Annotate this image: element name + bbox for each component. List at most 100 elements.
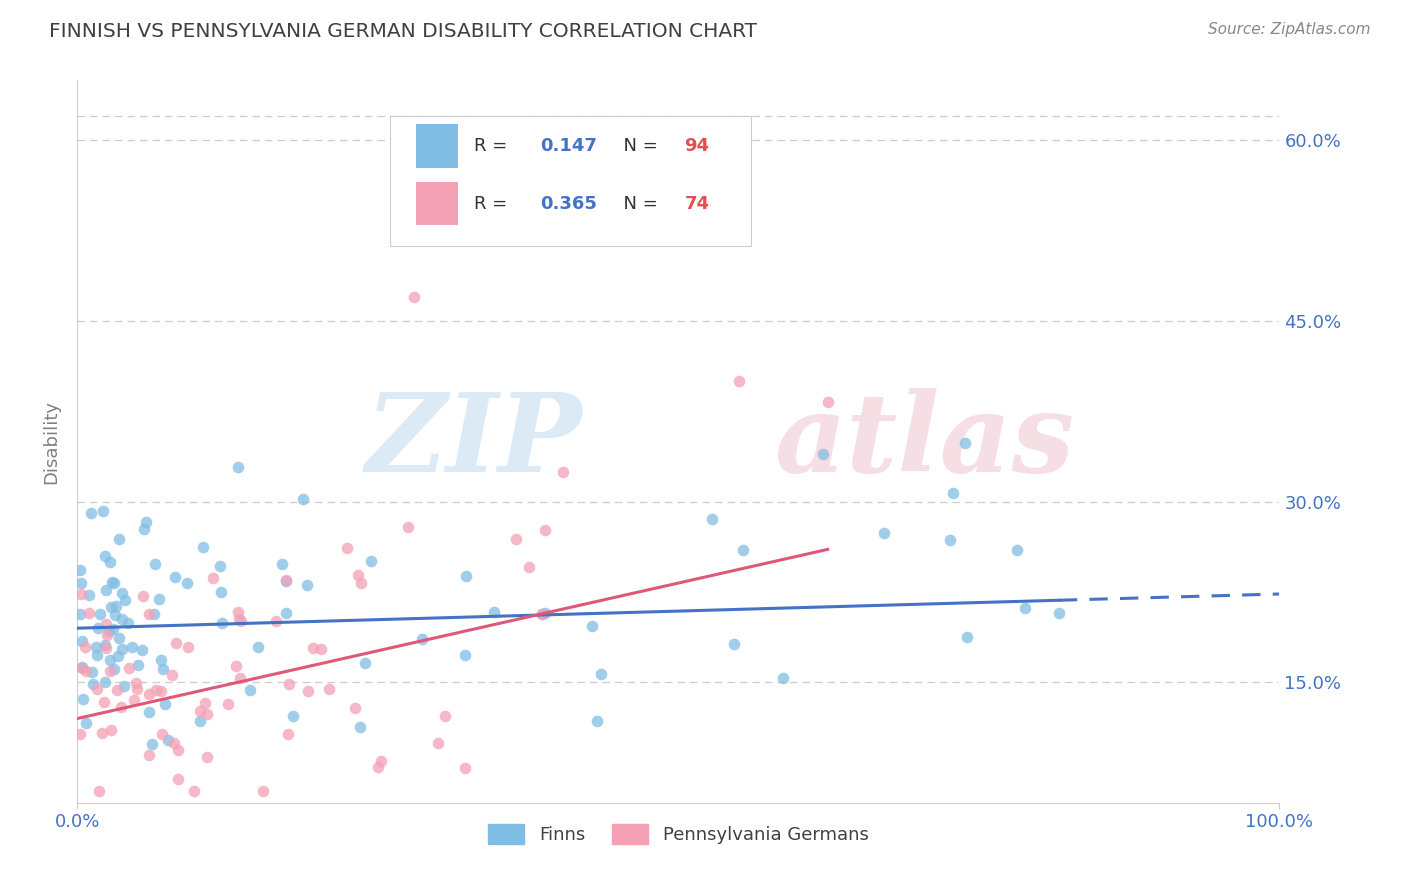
Point xyxy=(138,705,160,719)
Point xyxy=(114,593,136,607)
Point xyxy=(336,541,359,556)
Point xyxy=(86,648,108,663)
Point xyxy=(197,749,219,764)
Point xyxy=(402,290,425,304)
Text: Source: ZipAtlas.com: Source: ZipAtlas.com xyxy=(1208,22,1371,37)
Point xyxy=(176,576,198,591)
Point xyxy=(162,735,184,749)
Point xyxy=(98,664,121,678)
Text: 74: 74 xyxy=(685,194,710,212)
Point xyxy=(152,662,174,676)
Point xyxy=(183,784,205,798)
Point xyxy=(211,585,233,599)
Point xyxy=(89,607,111,622)
Point xyxy=(149,684,172,698)
Point xyxy=(127,657,149,672)
Text: R =: R = xyxy=(474,194,513,212)
Point xyxy=(131,642,153,657)
Point xyxy=(94,616,117,631)
Legend: Finns, Pennsylvania Germans: Finns, Pennsylvania Germans xyxy=(481,817,876,852)
Point xyxy=(117,616,139,631)
Text: 0.365: 0.365 xyxy=(540,194,598,212)
Point xyxy=(246,640,269,654)
Point xyxy=(581,619,603,633)
FancyBboxPatch shape xyxy=(416,182,458,226)
Point xyxy=(148,591,170,606)
Point xyxy=(188,704,211,718)
Point xyxy=(225,659,247,673)
Point xyxy=(72,692,94,706)
Point xyxy=(167,772,190,787)
Point xyxy=(94,675,117,690)
Point xyxy=(165,570,187,584)
Point xyxy=(411,632,433,647)
Point xyxy=(396,520,419,534)
Point xyxy=(941,486,963,500)
Point xyxy=(138,747,160,762)
Point xyxy=(149,653,172,667)
Point xyxy=(811,446,834,460)
Point xyxy=(125,676,148,690)
Text: R =: R = xyxy=(474,136,513,155)
Text: 94: 94 xyxy=(685,136,710,155)
Point xyxy=(349,720,371,734)
Point xyxy=(252,784,274,798)
Point xyxy=(586,714,609,728)
Point xyxy=(343,701,366,715)
Point xyxy=(110,700,132,714)
Point xyxy=(295,577,318,591)
Point xyxy=(122,693,145,707)
Point xyxy=(731,543,754,558)
Point xyxy=(177,640,200,655)
Point xyxy=(101,575,124,590)
Point xyxy=(98,653,121,667)
Point xyxy=(505,532,527,546)
Point xyxy=(370,754,392,768)
Point xyxy=(297,683,319,698)
Point xyxy=(79,588,101,602)
Point xyxy=(75,640,97,654)
Point xyxy=(956,630,979,644)
Point xyxy=(482,605,505,619)
Point xyxy=(69,564,91,578)
Point xyxy=(817,395,839,409)
Point xyxy=(194,696,217,710)
Point xyxy=(70,576,93,591)
Point xyxy=(157,732,180,747)
Text: N =: N = xyxy=(612,194,664,212)
Point xyxy=(155,697,177,711)
Point xyxy=(103,576,125,591)
Point xyxy=(318,681,340,696)
Point xyxy=(108,632,131,646)
Point xyxy=(531,607,554,622)
Point xyxy=(311,641,333,656)
Point xyxy=(463,218,485,232)
Point xyxy=(190,714,212,729)
Point xyxy=(70,633,93,648)
Point xyxy=(217,697,239,711)
Point xyxy=(138,687,160,701)
Point xyxy=(77,607,100,621)
Point xyxy=(152,727,174,741)
Point xyxy=(143,557,166,571)
Point xyxy=(107,648,129,663)
Point xyxy=(274,606,297,620)
Text: ZIP: ZIP xyxy=(366,388,582,495)
Point xyxy=(93,549,115,564)
Point xyxy=(277,726,299,740)
Point xyxy=(100,723,122,738)
Point xyxy=(105,599,128,613)
Text: atlas: atlas xyxy=(775,388,1074,495)
Point xyxy=(454,569,477,583)
Point xyxy=(105,683,128,698)
Point xyxy=(723,637,745,651)
Point xyxy=(86,681,108,696)
Point xyxy=(772,671,794,685)
Point xyxy=(274,574,297,588)
Point xyxy=(112,679,135,693)
Point xyxy=(229,671,252,685)
Point xyxy=(228,612,250,626)
Point xyxy=(360,554,382,568)
Point xyxy=(93,503,115,517)
Point xyxy=(84,640,107,654)
